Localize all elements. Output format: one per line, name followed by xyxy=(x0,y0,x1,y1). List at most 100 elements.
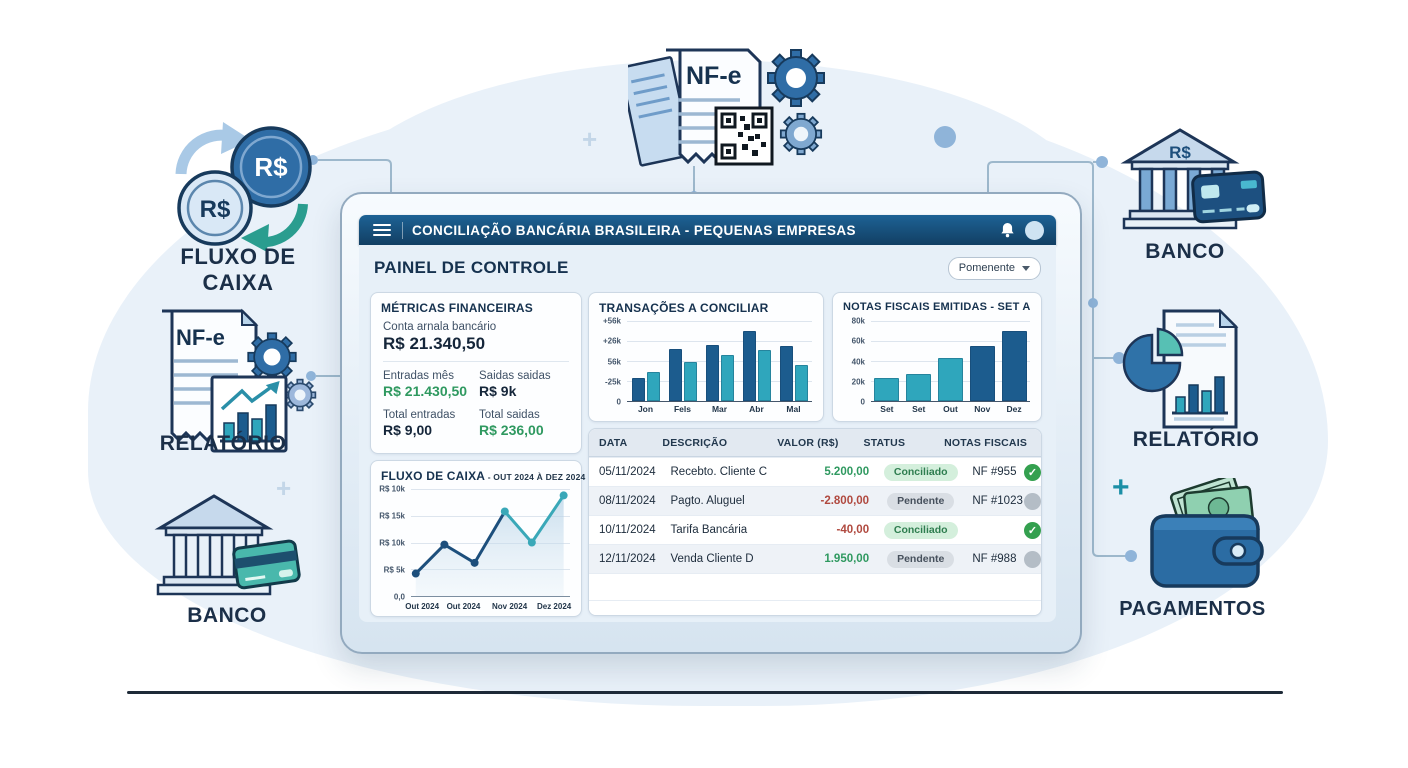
cashflow-chart-card: FLUXO DE CAIXA - OUT 2024 À DEZ 2024 R$ … xyxy=(370,460,585,617)
chevron-down-icon xyxy=(1022,265,1030,271)
y-axis-tick: 20k xyxy=(851,377,865,387)
y-axis: +56k +26k 56k -25k 0 xyxy=(597,317,625,407)
arrowhead xyxy=(241,224,269,252)
gear-icon xyxy=(283,378,317,412)
bar-Fels-banco xyxy=(668,349,682,401)
metric-cell: Entradas mês R$ 21.430,50 xyxy=(383,370,473,399)
transactions-chart: +56k +26k 56k -25k 0 Jon Fels Mar Abr Mal xyxy=(597,317,815,416)
cell-value: 5.200,00 xyxy=(824,466,870,478)
pending-icon[interactable] xyxy=(1024,550,1041,568)
dog-ear xyxy=(1219,308,1239,328)
bank-right-label: BANCO xyxy=(1145,240,1225,263)
plus-decoration: + xyxy=(276,473,292,503)
table-row-empty xyxy=(589,600,1041,615)
y-axis-tick: +56k xyxy=(602,316,621,326)
arrowhead xyxy=(221,122,251,154)
gridline xyxy=(411,515,570,517)
coin-label: R$ xyxy=(254,152,288,182)
notifications-icon[interactable] xyxy=(1000,222,1015,238)
transactions-body: 05/11/2024 Recebto. Cliente C 5.200,00 Conc… xyxy=(589,457,1041,615)
bar-Dez xyxy=(1001,331,1027,401)
gridline xyxy=(627,381,812,382)
x-axis-tick: Fels xyxy=(673,404,691,414)
invoices-chart: 80k 60k 40k 20k 0 Set Set Out Nov Dez xyxy=(841,317,1033,416)
x-axis-tick: Out 2024 xyxy=(446,602,481,611)
connector-dot xyxy=(1125,550,1137,562)
bar-group xyxy=(668,321,697,401)
table-header: DATA DESCRIÇÃO VALOR (R$) STATUS NOTAS F… xyxy=(589,429,1041,457)
bank-left-icon xyxy=(154,494,301,596)
check-icon[interactable]: ✓ xyxy=(1024,463,1041,481)
metric-cell: Total entradas R$ 9,00 xyxy=(383,409,473,438)
cell-description: Pagto. Aluguel xyxy=(670,495,745,507)
financial-metrics-card: MÉTRICAS FINANCEIRAS Conta arnala bancár… xyxy=(370,292,582,454)
col-header-descricao: DESCRIÇÃO xyxy=(662,436,728,449)
bars xyxy=(627,321,812,401)
data-point xyxy=(500,507,509,516)
arrow-up-icon xyxy=(175,129,231,175)
bank-right-icon: R$ xyxy=(1120,128,1267,230)
cell-status: Conciliado xyxy=(869,521,972,539)
x-axis-tick: Out xyxy=(943,404,958,414)
qr-code-icon xyxy=(714,106,774,166)
invoices-chart-title: NOTAS FISCAIS EMITIDAS - SET A xyxy=(843,301,1031,313)
connector-dot xyxy=(1088,298,1098,308)
col-header-valor: VALOR (R$) xyxy=(777,436,839,449)
payments-label: PAGAMENTOS xyxy=(1119,598,1266,620)
y-axis-tick: 0,0 xyxy=(393,592,405,602)
cell-invoice: NF #955 xyxy=(972,466,1017,478)
bar-Set xyxy=(874,378,900,401)
y-axis-tick: 40k xyxy=(851,357,865,366)
bar-group xyxy=(1001,321,1027,401)
cell-value: 1.950,00 xyxy=(824,553,870,565)
y-axis: R$ 10k R$ 15k R$ 10k R$ 5k 0,0 xyxy=(379,485,409,602)
plus-decoration: + xyxy=(582,124,598,154)
cell-indicator: ✓ xyxy=(1024,463,1041,481)
coin-icon xyxy=(177,170,253,246)
titlebar-divider xyxy=(402,221,403,239)
x-axis-tick: Dez 2024 xyxy=(536,602,572,611)
cell-value: -2.800,00 xyxy=(820,495,870,507)
bank-pediment xyxy=(154,494,274,530)
data-point xyxy=(559,491,568,500)
coin-label: R$ xyxy=(200,196,231,223)
x-axis: Out 2024 Out 2024 Nov 2024 Dez 2024 xyxy=(405,599,572,611)
bar-Mal-sistema xyxy=(794,365,808,401)
x-axis-tick: Out 2024 xyxy=(405,602,440,611)
cell-date: 05/11/2024 xyxy=(599,466,656,478)
nfe-title: NF-e xyxy=(686,62,742,90)
cell-value: -40,00 xyxy=(836,524,870,536)
bar-Nov xyxy=(969,346,995,401)
y-axis-tick: 56k xyxy=(607,357,621,366)
table-row[interactable]: 10/11/2024 Tarifa Bancária -40,00 Conciliad… xyxy=(589,515,1041,544)
metric-value: R$ 9k xyxy=(479,383,517,399)
table-row[interactable]: 08/11/2024 Pagto. Aluguel -2.800,00 Pendent… xyxy=(589,486,1041,515)
dashboard-content: PAINEL DE CONTROLE Pomenente MÉTRICAS FI… xyxy=(359,245,1056,622)
y-axis-tick: R$ 10k xyxy=(379,538,405,548)
mini-chart-icon xyxy=(210,375,288,453)
x-axis-tick: Mar xyxy=(711,404,728,414)
cell-description: Tarifa Bancária xyxy=(670,524,748,536)
check-icon[interactable]: ✓ xyxy=(1024,521,1041,539)
metric-cell: Total saidas R$ 236,00 xyxy=(479,409,569,438)
cell-description: Venda Cliente D xyxy=(670,553,754,565)
bar-Abr-banco xyxy=(742,330,756,401)
dot-decoration xyxy=(934,126,956,148)
bar-group xyxy=(969,321,995,401)
bar-Out xyxy=(937,358,963,401)
y-axis-tick: R$ 15k xyxy=(379,511,405,521)
cell-date: 12/11/2024 xyxy=(599,553,656,565)
x-axis-tick: Set xyxy=(880,404,894,414)
cell-indicator xyxy=(1024,550,1041,568)
pending-icon[interactable] xyxy=(1024,492,1041,510)
period-dropdown[interactable]: Pomenente xyxy=(947,256,1041,280)
menu-icon[interactable] xyxy=(373,223,391,237)
table-row[interactable]: 12/11/2024 Venda Cliente D 1.950,00 Pendent… xyxy=(589,544,1041,573)
bar-Abr-sistema xyxy=(757,349,771,401)
titlebar: CONCILIAÇÃO BANCÁRIA BRASILEIRA - PEQUEN… xyxy=(359,215,1056,245)
data-point xyxy=(411,569,420,578)
credit-card-icon xyxy=(1191,170,1267,224)
cash-flow-label: FLUXO DE CAIXA xyxy=(180,244,296,295)
avatar[interactable] xyxy=(1025,220,1044,240)
table-row[interactable]: 05/11/2024 Recebto. Cliente C 5.200,00 Conc… xyxy=(589,457,1041,486)
